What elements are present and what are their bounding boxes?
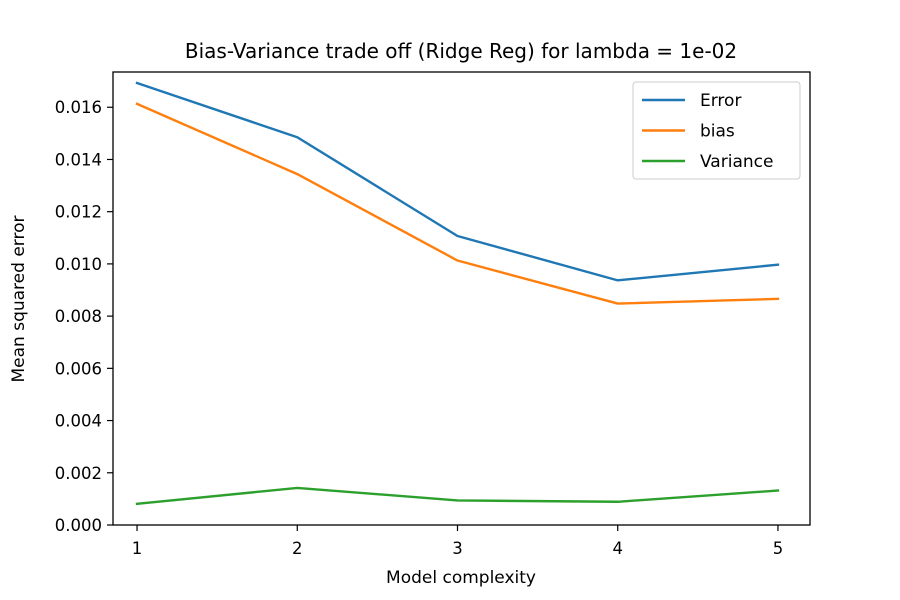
y-tick-label: 0.012 [55, 203, 102, 222]
y-tick-label: 0.000 [55, 516, 102, 535]
y-tick-label: 0.016 [55, 98, 102, 117]
series-line-bias [135, 102, 780, 305]
series-line-variance [135, 486, 780, 506]
y-tick-label: 0.002 [55, 464, 102, 483]
y-tick-label: 0.006 [55, 359, 102, 378]
x-axis-label: Model complexity [386, 568, 536, 588]
series-line-error [135, 81, 780, 282]
legend: Error bias Variance [632, 81, 801, 180]
x-tick-label: 5 [773, 539, 784, 558]
legend-label-error: Error [700, 91, 741, 111]
legend-label-variance: Variance [700, 152, 773, 172]
legend-entries: Error bias Variance [642, 91, 773, 172]
series-layer [135, 81, 780, 506]
y-tick-label: 0.008 [55, 307, 102, 326]
plot-frame [112, 71, 811, 526]
legend-label-bias: bias [700, 122, 735, 142]
y-axis-ticks: 0.000 0.002 0.004 0.006 0.008 0.010 0.012 0.014… [55, 98, 113, 535]
x-axis-ticks: 1 2 3 4 5 [132, 525, 783, 558]
x-tick-label: 2 [292, 539, 303, 558]
y-tick-label: 0.014 [55, 150, 102, 169]
legend-frame [632, 81, 801, 180]
x-tick-label: 3 [452, 539, 463, 558]
y-tick-label: 0.010 [55, 255, 102, 274]
x-tick-label: 1 [132, 539, 143, 558]
y-axis-label: Mean squared error [9, 216, 29, 383]
x-tick-label: 4 [612, 539, 623, 558]
chart-title: Bias-Variance trade off (Ridge Reg) for … [185, 39, 737, 63]
y-tick-label: 0.004 [55, 412, 102, 431]
